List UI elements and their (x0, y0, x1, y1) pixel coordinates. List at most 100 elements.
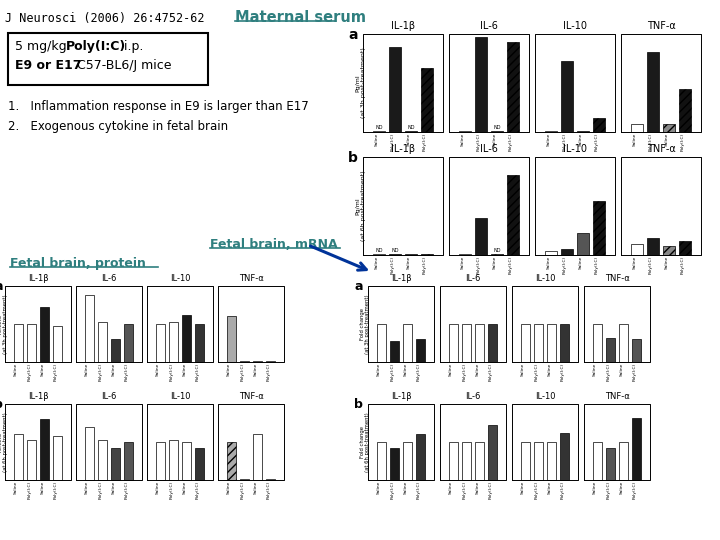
Bar (416, 339, 426, 362)
Text: Saline: Saline (620, 363, 624, 376)
Text: IL-1β: IL-1β (27, 274, 48, 283)
Text: Saline: Saline (156, 481, 160, 495)
Bar (14, 324, 23, 362)
Bar (593, 201, 605, 255)
Bar (508, 174, 518, 255)
Text: Poly(I:C): Poly(I:C) (489, 481, 492, 499)
Text: a: a (354, 280, 363, 293)
Text: Saline: Saline (461, 133, 465, 146)
Text: Saline: Saline (620, 481, 624, 495)
Bar (53, 326, 63, 362)
Text: Pg/ml
(at 3h post-treatment): Pg/ml (at 3h post-treatment) (356, 48, 366, 118)
Text: Poly(I:C): Poly(I:C) (534, 363, 539, 381)
Bar (405, 131, 417, 132)
Text: Saline: Saline (407, 133, 411, 146)
Text: 5 mg/kg: 5 mg/kg (15, 40, 71, 53)
Bar (377, 324, 386, 362)
Text: b: b (0, 398, 3, 411)
Bar (168, 322, 178, 362)
Bar (449, 324, 458, 362)
Text: Poly(I:C): Poly(I:C) (390, 481, 395, 499)
Text: TNF-α: TNF-α (605, 392, 629, 401)
Text: Poly(I:C): Poly(I:C) (477, 133, 481, 151)
Text: Saline: Saline (85, 363, 89, 376)
Text: ND: ND (375, 248, 383, 253)
Text: IL-10: IL-10 (170, 392, 190, 401)
Bar (631, 124, 643, 132)
Bar (680, 241, 690, 255)
Text: ND: ND (391, 248, 399, 253)
Bar (632, 417, 642, 480)
Text: Poly(I:C): Poly(I:C) (681, 133, 685, 151)
Text: a: a (348, 28, 358, 42)
Text: Fold change
(at 6h post-treatment): Fold change (at 6h post-treatment) (359, 412, 370, 472)
Bar (521, 324, 530, 362)
Bar (680, 89, 690, 132)
Text: Poly(I:C): Poly(I:C) (169, 481, 174, 499)
Bar (421, 254, 433, 255)
Text: IL-1β: IL-1β (391, 392, 411, 401)
Text: Poly(I:C): Poly(I:C) (633, 481, 636, 499)
Bar (619, 442, 629, 480)
Bar (156, 442, 165, 480)
Text: Saline: Saline (521, 363, 525, 376)
Bar (459, 254, 471, 255)
Text: TNF-α: TNF-α (647, 21, 675, 31)
Text: ND: ND (493, 125, 500, 130)
Bar (84, 427, 94, 480)
Text: Saline: Saline (40, 481, 45, 495)
Text: Saline: Saline (547, 256, 551, 269)
Text: Poly(I:C): Poly(I:C) (169, 363, 174, 381)
Bar (390, 47, 400, 132)
Bar (475, 324, 485, 362)
Text: Poly(I:C): Poly(I:C) (561, 363, 564, 381)
Text: Saline: Saline (183, 481, 186, 495)
Text: Poly(I:C): Poly(I:C) (649, 133, 653, 151)
Text: TNF-α: TNF-α (238, 392, 264, 401)
Bar (53, 436, 63, 480)
Bar (416, 434, 426, 480)
Text: Poly(I:C): Poly(I:C) (563, 256, 567, 274)
Text: Poly(I:C): Poly(I:C) (534, 481, 539, 499)
Bar (449, 442, 458, 480)
Text: E9 or E17: E9 or E17 (15, 59, 81, 72)
Text: Poly(I:C): Poly(I:C) (606, 363, 611, 381)
Text: Poly(I:C): Poly(I:C) (595, 133, 599, 151)
Text: Poly(I:C): Poly(I:C) (489, 363, 492, 381)
Bar (111, 339, 120, 362)
Text: Poly(I:C): Poly(I:C) (196, 481, 200, 499)
Text: Pg/ml
(at 6h post-treatment): Pg/ml (at 6h post-treatment) (356, 171, 366, 241)
Text: Saline: Saline (253, 481, 258, 495)
Text: Poly(I:C): Poly(I:C) (509, 133, 513, 151)
Text: Saline: Saline (493, 133, 497, 146)
Text: Saline: Saline (112, 481, 116, 495)
Text: IL-1β: IL-1β (27, 392, 48, 401)
Bar (647, 52, 659, 132)
Text: Poly(I:C): Poly(I:C) (423, 133, 427, 151)
Text: Percent
(at 6h post-treatment): Percent (at 6h post-treatment) (0, 412, 9, 472)
Text: Saline: Saline (461, 256, 465, 269)
Bar (577, 233, 589, 255)
Text: Saline: Saline (547, 133, 551, 146)
Bar (593, 324, 602, 362)
Text: ND: ND (408, 125, 415, 130)
Text: ND: ND (375, 125, 383, 130)
Text: Saline: Saline (404, 363, 408, 376)
Bar (491, 131, 503, 132)
Text: Poly(I:C): Poly(I:C) (417, 363, 420, 381)
Text: Saline: Saline (633, 133, 637, 146)
Text: Saline: Saline (407, 256, 411, 269)
Text: Saline: Saline (521, 481, 525, 495)
Text: Poly(I:C): Poly(I:C) (649, 256, 653, 274)
Text: IL-10: IL-10 (535, 392, 555, 401)
Text: ND: ND (493, 248, 500, 253)
Text: J Neurosci (2006) 26:4752-62: J Neurosci (2006) 26:4752-62 (5, 12, 204, 25)
Text: Poly(I:C): Poly(I:C) (462, 363, 467, 381)
Text: b: b (354, 398, 363, 411)
Text: Poly(I:C): Poly(I:C) (99, 481, 102, 499)
Text: b: b (348, 151, 358, 165)
Bar (111, 448, 120, 480)
Bar (475, 218, 487, 255)
Bar (421, 68, 433, 132)
Text: Saline: Saline (548, 481, 552, 495)
